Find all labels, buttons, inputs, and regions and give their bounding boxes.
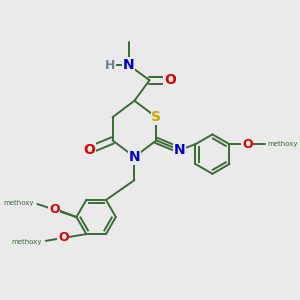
Text: O: O: [83, 143, 95, 157]
Text: methoxy: methoxy: [268, 141, 298, 147]
Text: methoxy: methoxy: [11, 239, 42, 245]
Text: methoxy: methoxy: [3, 200, 33, 206]
Text: N: N: [129, 150, 140, 164]
Text: O: O: [242, 138, 253, 151]
Text: N: N: [123, 58, 135, 72]
Text: O: O: [164, 73, 176, 87]
Text: N: N: [174, 143, 185, 157]
Text: S: S: [151, 110, 161, 124]
Text: O: O: [49, 203, 60, 216]
Text: H: H: [105, 59, 115, 72]
Text: O: O: [58, 231, 69, 244]
